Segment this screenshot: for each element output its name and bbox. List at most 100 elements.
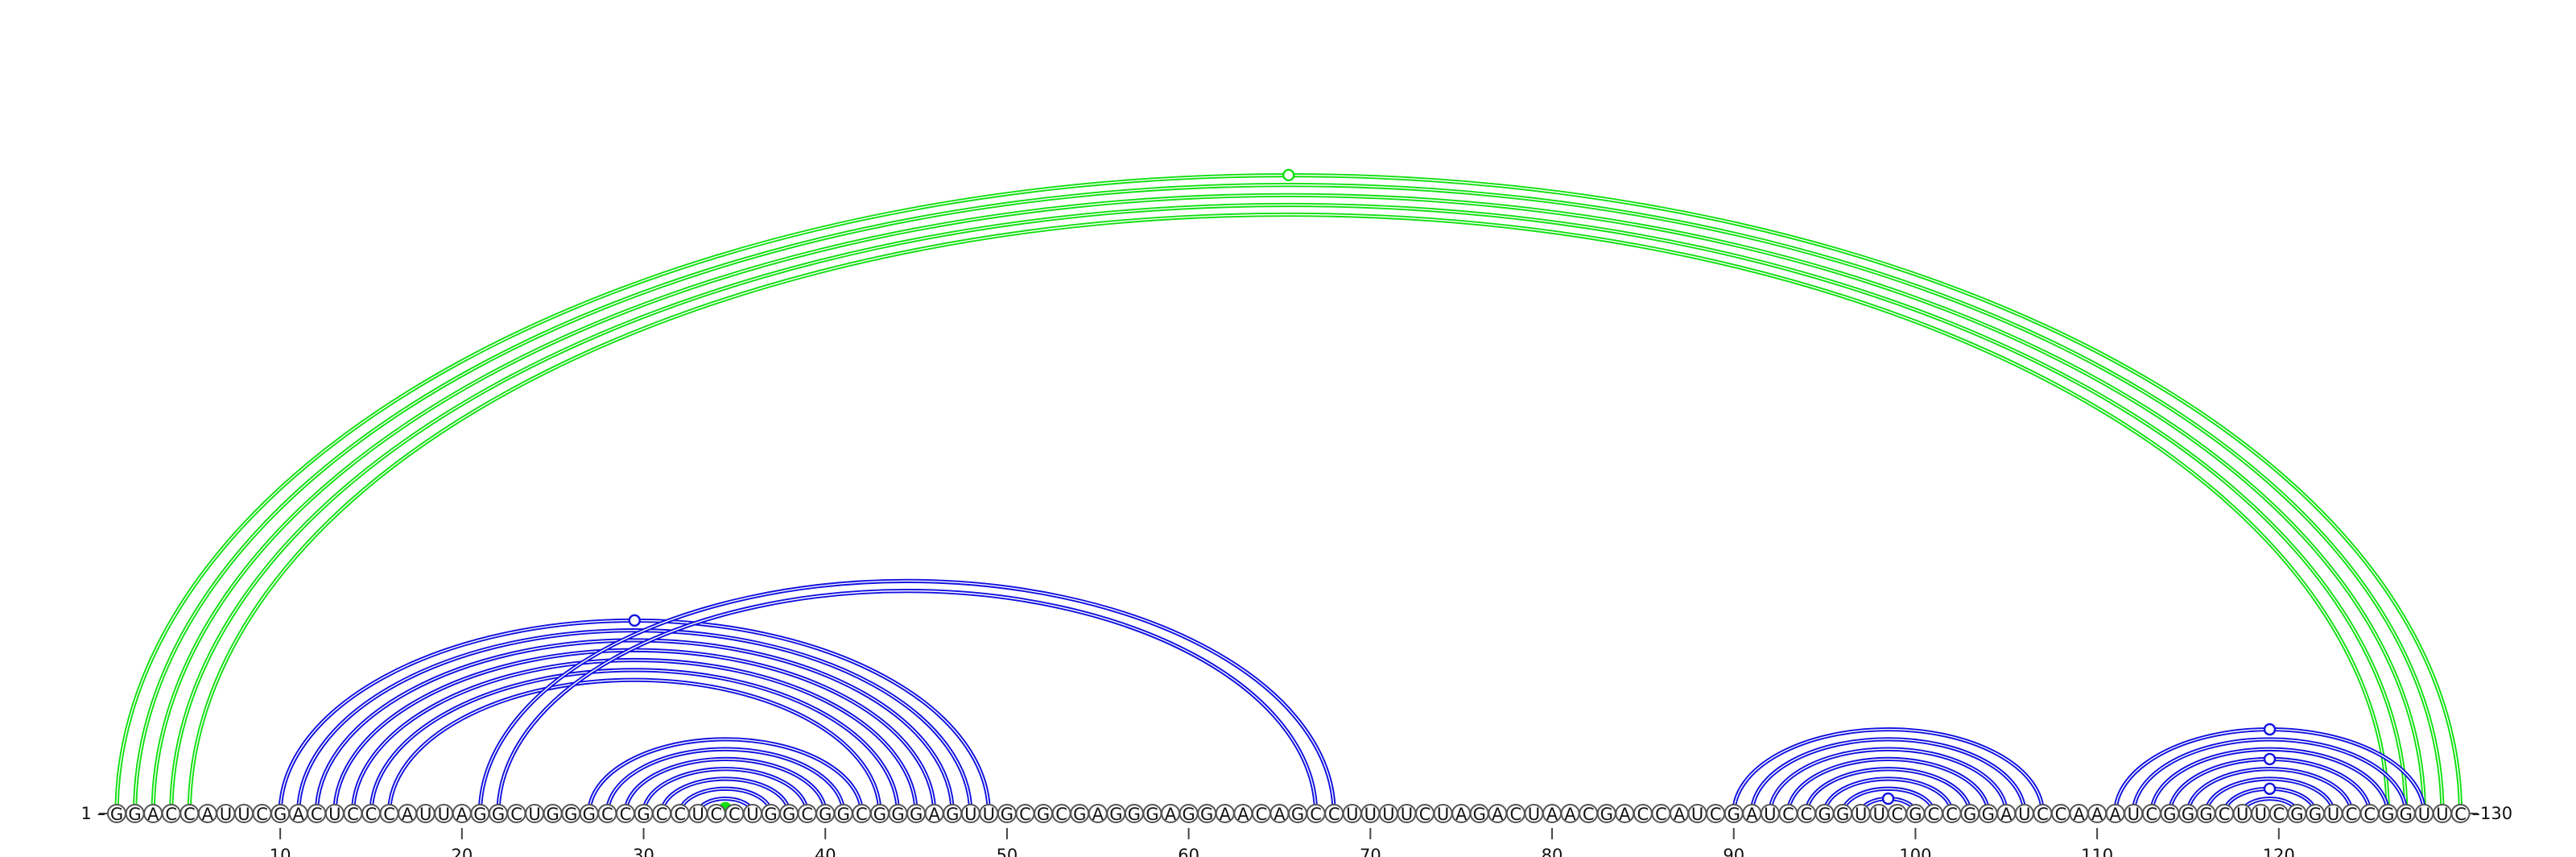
nucleotide-letter: C bbox=[656, 805, 668, 824]
nucleotide-letter: A bbox=[1546, 805, 1558, 824]
nucleotide-letter: A bbox=[928, 805, 940, 824]
end-label: –130 bbox=[2472, 804, 2513, 823]
nucleotide-letter: A bbox=[1092, 805, 1104, 824]
nucleotide-letter: A bbox=[1564, 805, 1576, 824]
nucleotide-letter: C bbox=[2146, 805, 2158, 824]
nucleotide-letter: U bbox=[1364, 805, 1377, 824]
nucleotide-letter: C bbox=[1510, 805, 1522, 824]
nucleotide-letter: C bbox=[383, 805, 395, 824]
nucleotide: A bbox=[1670, 804, 1690, 824]
nucleotide-letter: G bbox=[128, 805, 141, 824]
nucleotide-letter: U bbox=[1382, 805, 1394, 824]
nucleotide: A bbox=[924, 804, 944, 824]
nucleotide-letter: G bbox=[1037, 805, 1050, 824]
open-marker-icon bbox=[2263, 752, 2277, 766]
base-pair-arc-inner bbox=[316, 640, 953, 814]
nucleotide: C bbox=[797, 804, 817, 824]
nucleotide: U bbox=[2251, 804, 2271, 824]
nucleotide-letter: U bbox=[1401, 805, 1413, 824]
nucleotide-letter: U bbox=[237, 805, 250, 824]
tick: 80 bbox=[1542, 828, 1563, 857]
base-pair-arc-inner bbox=[388, 679, 881, 814]
nucleotide-letter: G bbox=[564, 805, 577, 824]
base-pair-arc-inner bbox=[1806, 768, 1971, 814]
nucleotide-letter: C bbox=[674, 805, 686, 824]
nucleotide-letter: A bbox=[1165, 805, 1177, 824]
base-pair-arc-inner bbox=[2187, 768, 2352, 814]
nucleotide-letter: G bbox=[891, 805, 904, 824]
nucleotide: C bbox=[307, 804, 327, 824]
nucleotide: C bbox=[161, 804, 181, 824]
nucleotide-letter: G bbox=[547, 805, 559, 824]
nucleotide-letter: A bbox=[1455, 805, 1468, 824]
tick: 70 bbox=[1360, 828, 1381, 857]
nucleotide: A bbox=[2105, 804, 2125, 824]
nucleotide: G bbox=[1034, 804, 1054, 824]
nucleotide-letter: G bbox=[946, 805, 959, 824]
nucleotide: A bbox=[1560, 804, 1580, 824]
nucleotide: A bbox=[1996, 804, 2017, 824]
nucleotide: C bbox=[670, 804, 690, 824]
nucleotide-letter: A bbox=[1492, 805, 1504, 824]
base-pair-arc-inner bbox=[679, 788, 772, 814]
nucleotide: C bbox=[2033, 804, 2053, 824]
nucleotide-letter: A bbox=[202, 805, 214, 824]
nucleotide-letter: G bbox=[2309, 805, 2322, 824]
tick: 60 bbox=[1178, 828, 1199, 857]
base-pair-arc bbox=[2113, 727, 2426, 814]
nucleotide: U bbox=[1851, 804, 1871, 824]
open-marker-icon bbox=[628, 614, 641, 627]
nucleotide-letter: U bbox=[1873, 805, 1885, 824]
base-pair-arc-inner bbox=[1751, 739, 2025, 814]
nucleotide-letter: C bbox=[601, 805, 613, 824]
nucleotide: A bbox=[452, 804, 472, 824]
nucleotide: U bbox=[415, 804, 436, 824]
tick: 30 bbox=[633, 828, 654, 857]
tick-label: 10 bbox=[270, 846, 291, 857]
nucleotide-letter: U bbox=[419, 805, 431, 824]
nucleotide: C bbox=[2450, 804, 2471, 824]
nucleotide-letter: G bbox=[274, 805, 287, 824]
nucleotide-letter: U bbox=[1437, 805, 1449, 824]
nucleotide-letter: C bbox=[2363, 805, 2376, 824]
nucleotide: U bbox=[1360, 804, 1381, 824]
nucleotide-letter: A bbox=[2000, 805, 2013, 824]
nucleotide: G bbox=[1124, 804, 1144, 824]
nucleotide-letter: G bbox=[819, 805, 832, 824]
nucleotide-letter: U bbox=[2436, 805, 2448, 824]
nucleotide-letter: U bbox=[2128, 805, 2140, 824]
nucleotide: G bbox=[1197, 804, 1217, 824]
nucleotide-letter: A bbox=[2091, 805, 2103, 824]
nucleotide: A bbox=[1088, 804, 1108, 824]
nucleotide-letter: U bbox=[2255, 805, 2267, 824]
nucleotide: G bbox=[634, 804, 654, 824]
tick-label: 110 bbox=[2081, 846, 2113, 857]
tick-label: 30 bbox=[633, 846, 654, 857]
base-pair-arc-inner bbox=[661, 778, 790, 814]
nucleotide-letter: G bbox=[1128, 805, 1141, 824]
nucleotide: C bbox=[361, 804, 381, 824]
tick-label: 20 bbox=[451, 846, 473, 857]
nucleotide-letter: A bbox=[1274, 805, 1286, 824]
base-pair-arc bbox=[117, 176, 2461, 814]
nucleotide: U bbox=[979, 804, 999, 824]
nucleotide: G bbox=[997, 804, 1017, 824]
base-pair-arc bbox=[496, 588, 1319, 814]
nucleotide-letter: G bbox=[2381, 805, 2394, 824]
nucleotide: A bbox=[1615, 804, 1635, 824]
nucleotide: U bbox=[1760, 804, 1780, 824]
nucleotide: G bbox=[2305, 804, 2325, 824]
nucleotide-letter: C bbox=[2219, 805, 2231, 824]
nucleotide: G bbox=[579, 804, 599, 824]
tick-label: 70 bbox=[1360, 846, 1381, 857]
nucleotide: C bbox=[1505, 804, 1525, 824]
tick-label: 120 bbox=[2263, 846, 2295, 857]
base-pair-arc-inner bbox=[2115, 728, 2425, 814]
nucleotide-letter: C bbox=[856, 805, 868, 824]
nucleotide-letter: C bbox=[1256, 805, 1268, 824]
nucleotide-letter: C bbox=[2346, 805, 2358, 824]
nucleotide: G bbox=[2287, 804, 2307, 824]
nucleotide-letter: C bbox=[311, 805, 323, 824]
tick-label: 40 bbox=[815, 846, 836, 857]
nucleotide-letter: A bbox=[1674, 805, 1686, 824]
